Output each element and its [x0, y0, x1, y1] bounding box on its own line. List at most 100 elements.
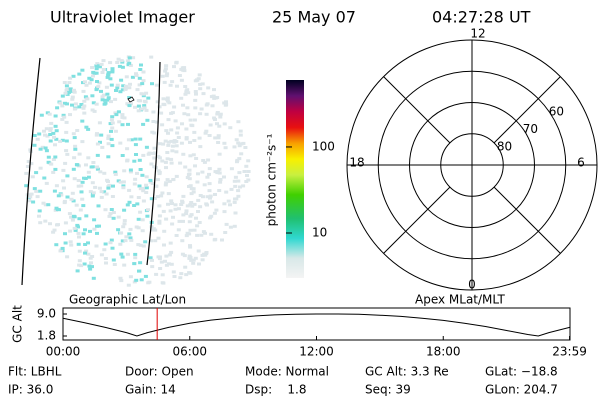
- image-pixel: [117, 120, 122, 124]
- image-pixel: [198, 87, 203, 91]
- image-pixel: [99, 89, 103, 93]
- image-pixel: [183, 265, 188, 269]
- image-pixel: [49, 162, 54, 166]
- image-pixel: [80, 197, 85, 201]
- image-pixel: [170, 111, 175, 115]
- image-pixel: [83, 251, 87, 255]
- image-pixel: [55, 223, 59, 227]
- image-pixel: [104, 261, 108, 265]
- image-pixel: [60, 138, 65, 142]
- image-pixel: [72, 177, 77, 181]
- image-pixel: [94, 102, 99, 106]
- image-pixel: [46, 160, 51, 164]
- image-pixel: [92, 227, 97, 231]
- image-pixel: [80, 180, 85, 184]
- image-pixel: [238, 133, 243, 137]
- date: 25 May 07: [272, 8, 356, 27]
- image-pixel: [38, 147, 43, 151]
- image-pixel: [116, 57, 121, 61]
- image-pixel: [113, 129, 118, 133]
- image-pixel: [68, 76, 73, 80]
- image-pixel: [25, 165, 30, 168]
- image-pixel: [128, 227, 133, 231]
- image-pixel: [28, 195, 33, 199]
- image-pixel: [167, 101, 172, 105]
- image-pixel: [203, 231, 207, 235]
- image-pixel: [111, 258, 116, 262]
- image-pixel: [94, 64, 99, 68]
- image-pixel: [75, 129, 80, 132]
- image-pixel: [133, 105, 137, 109]
- image-pixel: [170, 222, 175, 226]
- image-pixel: [119, 252, 124, 256]
- image-pixel: [164, 181, 169, 185]
- image-pixel: [91, 161, 96, 164]
- image-pixel: [123, 88, 128, 91]
- image-pixel: [97, 81, 102, 85]
- image-pixel: [24, 184, 29, 188]
- image-pixel: [170, 80, 175, 84]
- image-pixel: [123, 84, 128, 88]
- image-pixel: [183, 165, 188, 169]
- image-pixel: [129, 138, 134, 142]
- image-pixel: [165, 151, 170, 154]
- image-pixel: [109, 208, 114, 211]
- image-pixel: [166, 140, 171, 144]
- image-pixel: [238, 129, 243, 133]
- image-pixel: [104, 192, 109, 196]
- image-pixel: [192, 202, 197, 206]
- image-pixel: [218, 180, 223, 184]
- image-pixel: [205, 195, 210, 199]
- polar-axis: [493, 76, 561, 144]
- image-pixel: [152, 146, 157, 150]
- image-pixel: [54, 137, 59, 141]
- image-pixel: [73, 147, 78, 151]
- image-pixel: [58, 101, 63, 105]
- x-tick-label: 00:00: [46, 345, 81, 359]
- image-pixel: [136, 109, 141, 113]
- image-pixel: [99, 62, 104, 66]
- image-pixel: [32, 143, 37, 147]
- status-field: Gain: 14: [125, 383, 176, 397]
- image-pixel: [198, 82, 203, 86]
- image-pixel: [41, 201, 46, 205]
- image-pixel: [99, 253, 104, 257]
- image-pixel: [111, 216, 116, 220]
- image-pixel: [127, 200, 132, 204]
- image-pixel: [166, 118, 171, 122]
- image-pixel: [181, 219, 185, 223]
- image-pixel: [141, 199, 146, 203]
- image-pixel: [76, 179, 81, 182]
- image-pixel: [171, 215, 175, 219]
- image-pixel: [223, 231, 228, 234]
- image-pixel: [127, 56, 132, 60]
- image-pixel: [182, 66, 187, 70]
- image-pixel: [86, 252, 91, 256]
- image-pixel: [163, 183, 168, 187]
- image-pixel: [76, 242, 81, 246]
- image-pixel: [234, 138, 239, 142]
- image-pixel: [121, 84, 126, 88]
- image-pixel: [180, 239, 185, 243]
- image-pixel: [86, 127, 91, 131]
- image-pixel: [161, 142, 166, 146]
- image-pixel: [166, 202, 170, 206]
- image-pixel: [69, 215, 74, 219]
- image-pixel: [208, 216, 213, 220]
- x-tick-label: 12:00: [299, 345, 334, 359]
- polar-ring: [409, 102, 535, 228]
- image-pixel: [137, 83, 142, 87]
- image-pixel: [198, 145, 203, 149]
- status-field: GC Alt: 3.3 Re: [365, 365, 449, 379]
- image-pixel: [179, 67, 184, 71]
- image-pixel: [164, 217, 169, 221]
- image-pixel: [81, 89, 86, 93]
- image-pixel: [63, 241, 68, 245]
- image-pixel: [213, 136, 218, 140]
- image-pixel: [202, 160, 207, 164]
- image-pixel: [183, 92, 188, 96]
- image-pixel: [141, 244, 146, 248]
- image-pixel: [138, 168, 143, 171]
- image-pixel: [84, 125, 89, 129]
- image-pixel: [241, 141, 246, 145]
